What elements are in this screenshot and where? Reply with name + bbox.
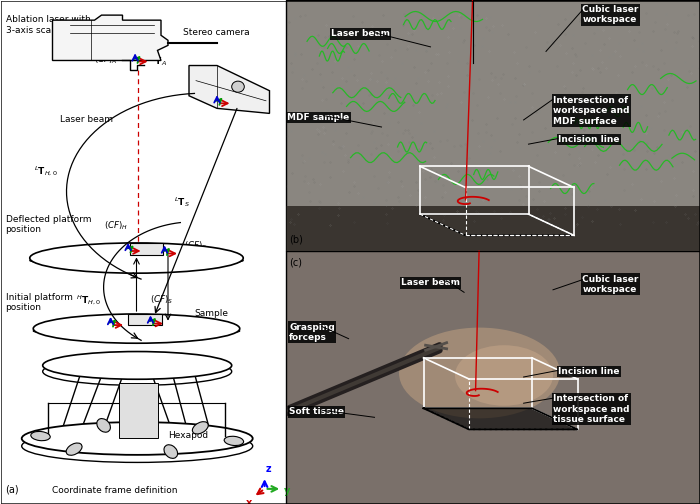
Ellipse shape (224, 436, 244, 446)
Text: Incision line: Incision line (558, 135, 620, 144)
Bar (119, 383, 158, 438)
Text: $^L\mathbf{T}_{H,0}$: $^L\mathbf{T}_{H,0}$ (34, 164, 57, 178)
Text: MDF sample: MDF sample (287, 113, 349, 122)
Text: $(CF)_H$: $(CF)_H$ (104, 219, 128, 231)
Text: $^S\mathbf{T}_H$: $^S\mathbf{T}_H$ (118, 249, 135, 263)
Text: $^L\mathbf{T}_S$: $^L\mathbf{T}_S$ (174, 195, 190, 209)
Bar (286, 206, 700, 251)
Bar (128, 314, 162, 325)
Bar (286, 251, 700, 504)
Ellipse shape (43, 358, 232, 386)
Text: Laser beam: Laser beam (331, 29, 390, 38)
Text: Cubic laser
workspace: Cubic laser workspace (582, 5, 639, 24)
Bar (286, 0, 700, 251)
Text: y: y (284, 486, 290, 496)
Polygon shape (424, 408, 578, 429)
Ellipse shape (29, 255, 244, 266)
Ellipse shape (31, 431, 50, 440)
Ellipse shape (34, 326, 239, 336)
Text: (b): (b) (289, 235, 303, 245)
Text: Soft tissue: Soft tissue (289, 407, 344, 416)
Text: $^S\mathbf{T}_H$: $^S\mathbf{T}_H$ (133, 317, 150, 331)
Ellipse shape (34, 314, 239, 343)
Text: Intersection of
workspace and
tissue surface: Intersection of workspace and tissue sur… (553, 394, 629, 424)
Text: Grasping
forceps: Grasping forceps (289, 323, 335, 342)
Text: $^H\mathbf{T}_{H,0}$: $^H\mathbf{T}_{H,0}$ (76, 293, 101, 307)
Text: $(CF)_S$: $(CF)_S$ (184, 240, 207, 252)
Ellipse shape (399, 328, 560, 418)
Text: Laser beam: Laser beam (60, 115, 113, 124)
Text: $(CF)_{H,0}$: $(CF)_{H,0}$ (66, 318, 97, 330)
Text: (a): (a) (6, 485, 19, 495)
Text: Stereo camera: Stereo camera (183, 28, 250, 37)
Ellipse shape (43, 352, 232, 379)
Text: $(CF)_S$: $(CF)_S$ (150, 294, 174, 306)
Ellipse shape (22, 429, 253, 463)
Ellipse shape (29, 243, 244, 273)
Text: Ablation laser with
3-axis scanning unit: Ablation laser with 3-axis scanning unit (6, 15, 97, 34)
Polygon shape (52, 15, 168, 60)
Text: Initial platform
position: Initial platform position (6, 293, 73, 312)
Text: Cubic laser
workspace: Cubic laser workspace (582, 275, 639, 294)
Ellipse shape (97, 419, 111, 432)
Text: Hexapod: Hexapod (168, 431, 208, 440)
Polygon shape (189, 66, 270, 113)
Text: Sample: Sample (194, 309, 228, 318)
Ellipse shape (22, 422, 253, 455)
Text: Incision line: Incision line (558, 367, 620, 376)
Ellipse shape (164, 445, 178, 458)
Ellipse shape (232, 81, 244, 92)
Text: $(CF)_L$: $(CF)_L$ (236, 99, 259, 111)
Text: $^L\mathbf{T}_A$: $^L\mathbf{T}_A$ (151, 54, 167, 69)
Text: Coordinate frame definition: Coordinate frame definition (52, 486, 178, 495)
Bar (130, 243, 163, 255)
Ellipse shape (193, 422, 208, 434)
Text: Deflected platform
position: Deflected platform position (6, 215, 91, 234)
Ellipse shape (66, 443, 82, 455)
Text: Laser beam: Laser beam (401, 278, 460, 287)
Text: x: x (246, 498, 252, 504)
Text: z: z (266, 464, 272, 474)
Ellipse shape (455, 345, 553, 406)
Text: (c): (c) (289, 257, 302, 267)
Text: Intersection of
workspace and
MDF surface: Intersection of workspace and MDF surfac… (553, 96, 629, 125)
Text: $(CF)_A$: $(CF)_A$ (94, 53, 118, 66)
